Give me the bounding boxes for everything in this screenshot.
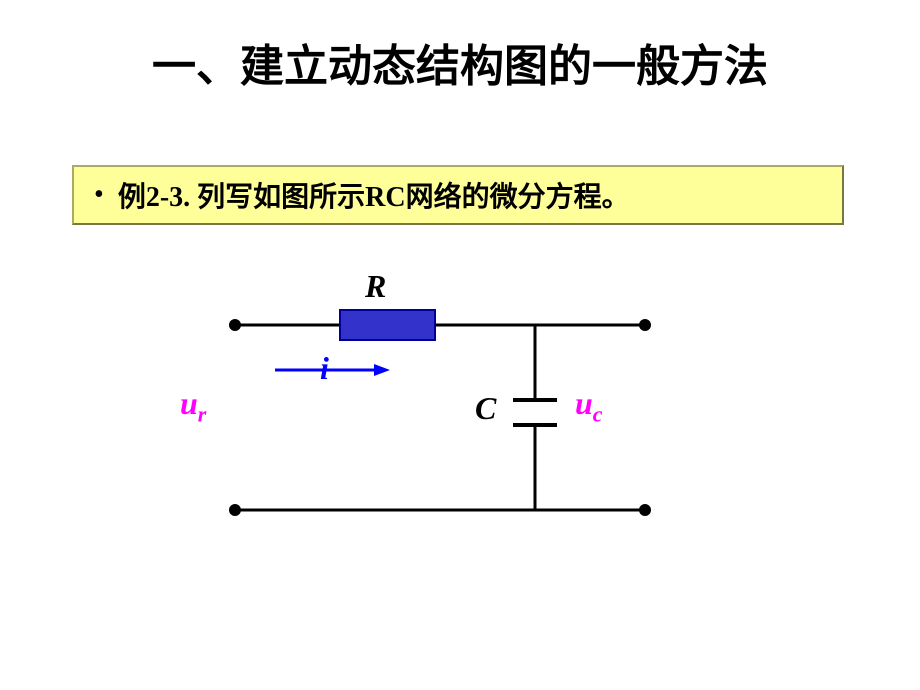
label-R: R [365, 268, 386, 305]
circuit-diagram: R i C ur uc [205, 280, 705, 580]
label-i: i [320, 350, 329, 387]
example-text: 例2-3. 列写如图所示RC网络的微分方程。 [118, 175, 630, 215]
ur-sub: r [198, 401, 207, 426]
example-box: • 例2-3. 列写如图所示RC网络的微分方程。 [72, 165, 844, 225]
bullet-icon: • [94, 179, 104, 211]
circuit-svg [205, 280, 705, 580]
page-title: 一、建立动态结构图的一般方法 [0, 30, 920, 94]
label-uc: uc [575, 385, 603, 427]
uc-main: u [575, 385, 593, 421]
label-C: C [475, 390, 496, 427]
label-ur: ur [180, 385, 206, 427]
ur-main: u [180, 385, 198, 421]
uc-sub: c [593, 401, 603, 426]
